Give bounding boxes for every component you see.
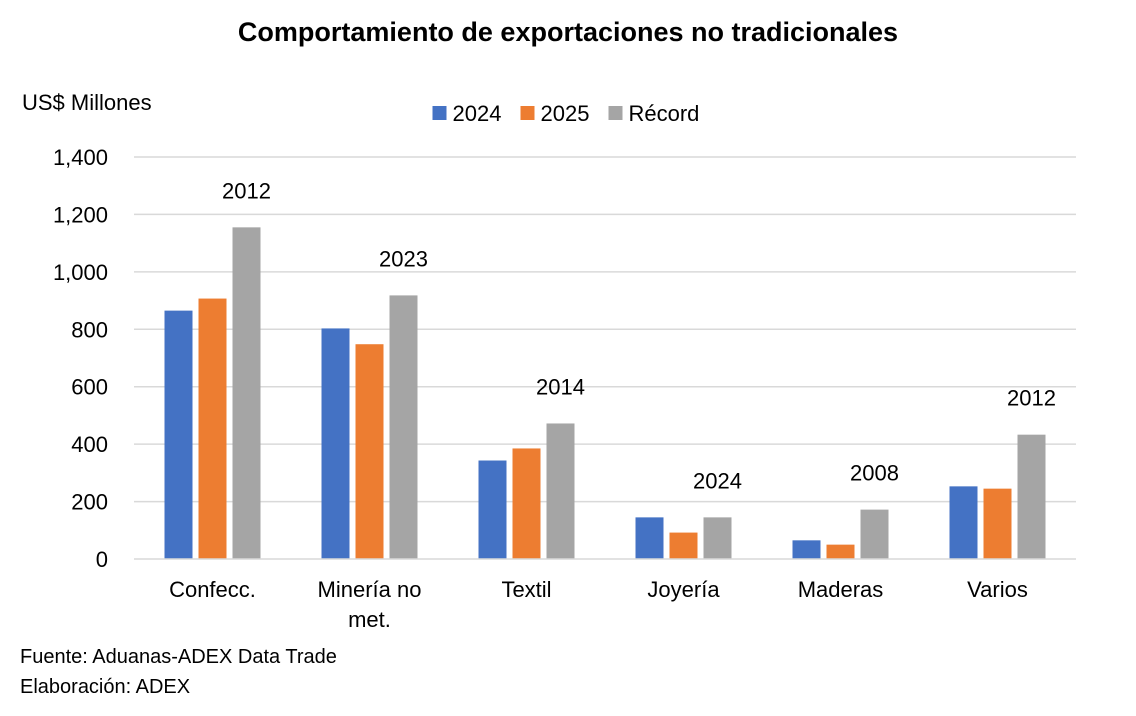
bar-2025-2	[512, 448, 541, 559]
y-tick-label: 1,400	[53, 145, 108, 170]
source-note: Fuente: Aduanas-ADEX Data Trade	[20, 646, 337, 668]
x-axis-ticks: Confecc. Minería no met. Textil Joyería Mader…	[169, 577, 1028, 632]
legend-swatch	[520, 106, 535, 120]
record-year-label: 2008	[850, 461, 899, 486]
x-tick-label: Confecc.	[169, 577, 256, 602]
y-tick-label: 1,000	[53, 260, 108, 285]
bars	[164, 227, 1046, 559]
bar-2025-0	[198, 298, 227, 559]
record-year-label: 2014	[536, 374, 585, 399]
chart-title: Comportamiento de exportaciones no tradi…	[238, 17, 898, 47]
legend: 2024 2025 Récord	[432, 101, 700, 126]
y-tick-label: 600	[71, 375, 108, 400]
y-tick-label: 0	[96, 547, 108, 572]
x-tick-label: met.	[348, 607, 391, 632]
legend-swatch	[608, 106, 623, 120]
y-tick-label: 400	[71, 432, 108, 457]
gridlines	[134, 156, 1076, 503]
x-tick-label: Joyería	[647, 577, 720, 602]
legend-label: Récord	[629, 101, 700, 126]
record-year-label: 2023	[379, 246, 428, 271]
bar-rcord-4	[860, 509, 889, 559]
record-year-annotations: 2012 2023 2014 2024 2008 2012	[222, 178, 1056, 493]
record-year-label: 2012	[1007, 386, 1056, 411]
legend-swatch	[432, 106, 447, 120]
bar-2024-3	[635, 517, 664, 559]
bar-rcord-0	[232, 227, 261, 559]
bar-2024-1	[321, 328, 350, 559]
bar-2024-4	[792, 540, 821, 559]
bar-2025-3	[669, 532, 698, 559]
record-year-label: 2024	[693, 468, 742, 493]
x-tick-label: Textil	[501, 577, 551, 602]
bar-2024-2	[478, 460, 507, 559]
bar-2025-1	[355, 344, 384, 559]
y-axis-ticks: 0 200 400 600 800 1,000 1,200 1,400	[53, 145, 108, 572]
y-tick-label: 800	[71, 317, 108, 342]
bar-rcord-5	[1017, 434, 1046, 559]
bar-2024-0	[164, 310, 193, 559]
record-year-label: 2012	[222, 178, 271, 203]
x-tick-label: Varios	[967, 577, 1028, 602]
y-tick-label: 200	[71, 490, 108, 515]
credit-note: Elaboración: ADEX	[20, 676, 191, 698]
bar-rcord-1	[389, 295, 418, 559]
legend-label: 2024	[453, 101, 502, 126]
bar-rcord-3	[703, 517, 732, 559]
legend-label: 2025	[541, 101, 590, 126]
bar-2024-5	[949, 486, 978, 559]
bar-rcord-2	[546, 423, 575, 559]
y-axis-label: US$ Millones	[22, 90, 152, 115]
x-tick-label: Minería no	[318, 577, 422, 602]
y-tick-label: 1,200	[53, 202, 108, 227]
x-tick-label: Maderas	[798, 577, 884, 602]
bar-2025-5	[983, 488, 1012, 559]
bar-2025-4	[826, 544, 855, 559]
